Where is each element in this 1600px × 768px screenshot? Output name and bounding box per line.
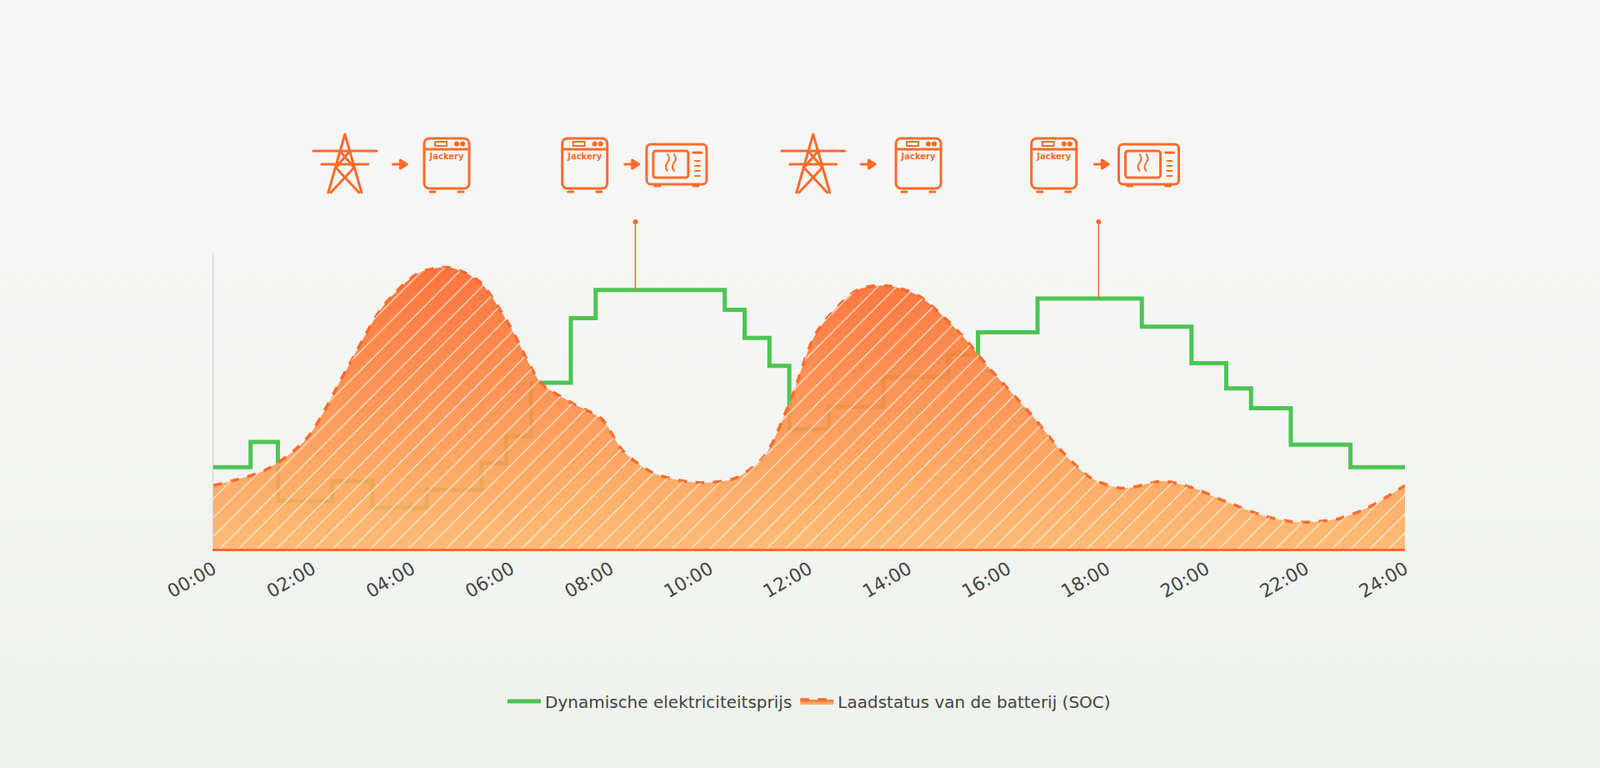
svg-text:02:00: 02:00 [263, 557, 320, 602]
svg-text:00:00: 00:00 [164, 557, 220, 602]
svg-text:Jackery: Jackery [566, 151, 602, 161]
svg-text:06:00: 06:00 [461, 557, 518, 602]
svg-text:10:00: 10:00 [660, 557, 716, 602]
svg-text:16:00: 16:00 [958, 557, 1015, 602]
svg-text:12:00: 12:00 [760, 557, 816, 602]
svg-text:Laadstatus van de batterij (SO: Laadstatus van de batterij (SOC) [837, 691, 1110, 712]
svg-text:Jackery: Jackery [429, 151, 465, 161]
svg-text:20:00: 20:00 [1156, 557, 1213, 602]
svg-text:22:00: 22:00 [1255, 557, 1312, 602]
svg-text:Jackery: Jackery [900, 151, 936, 161]
svg-text:08:00: 08:00 [560, 557, 617, 602]
svg-text:18:00: 18:00 [1057, 557, 1114, 602]
svg-text:Dynamische elektriciteitsprijs: Dynamische elektriciteitsprijs [545, 691, 792, 712]
svg-text:14:00: 14:00 [859, 557, 915, 602]
svg-text:Jackery: Jackery [1035, 151, 1071, 161]
svg-text:04:00: 04:00 [362, 557, 419, 602]
svg-text:24:00: 24:00 [1355, 557, 1412, 602]
